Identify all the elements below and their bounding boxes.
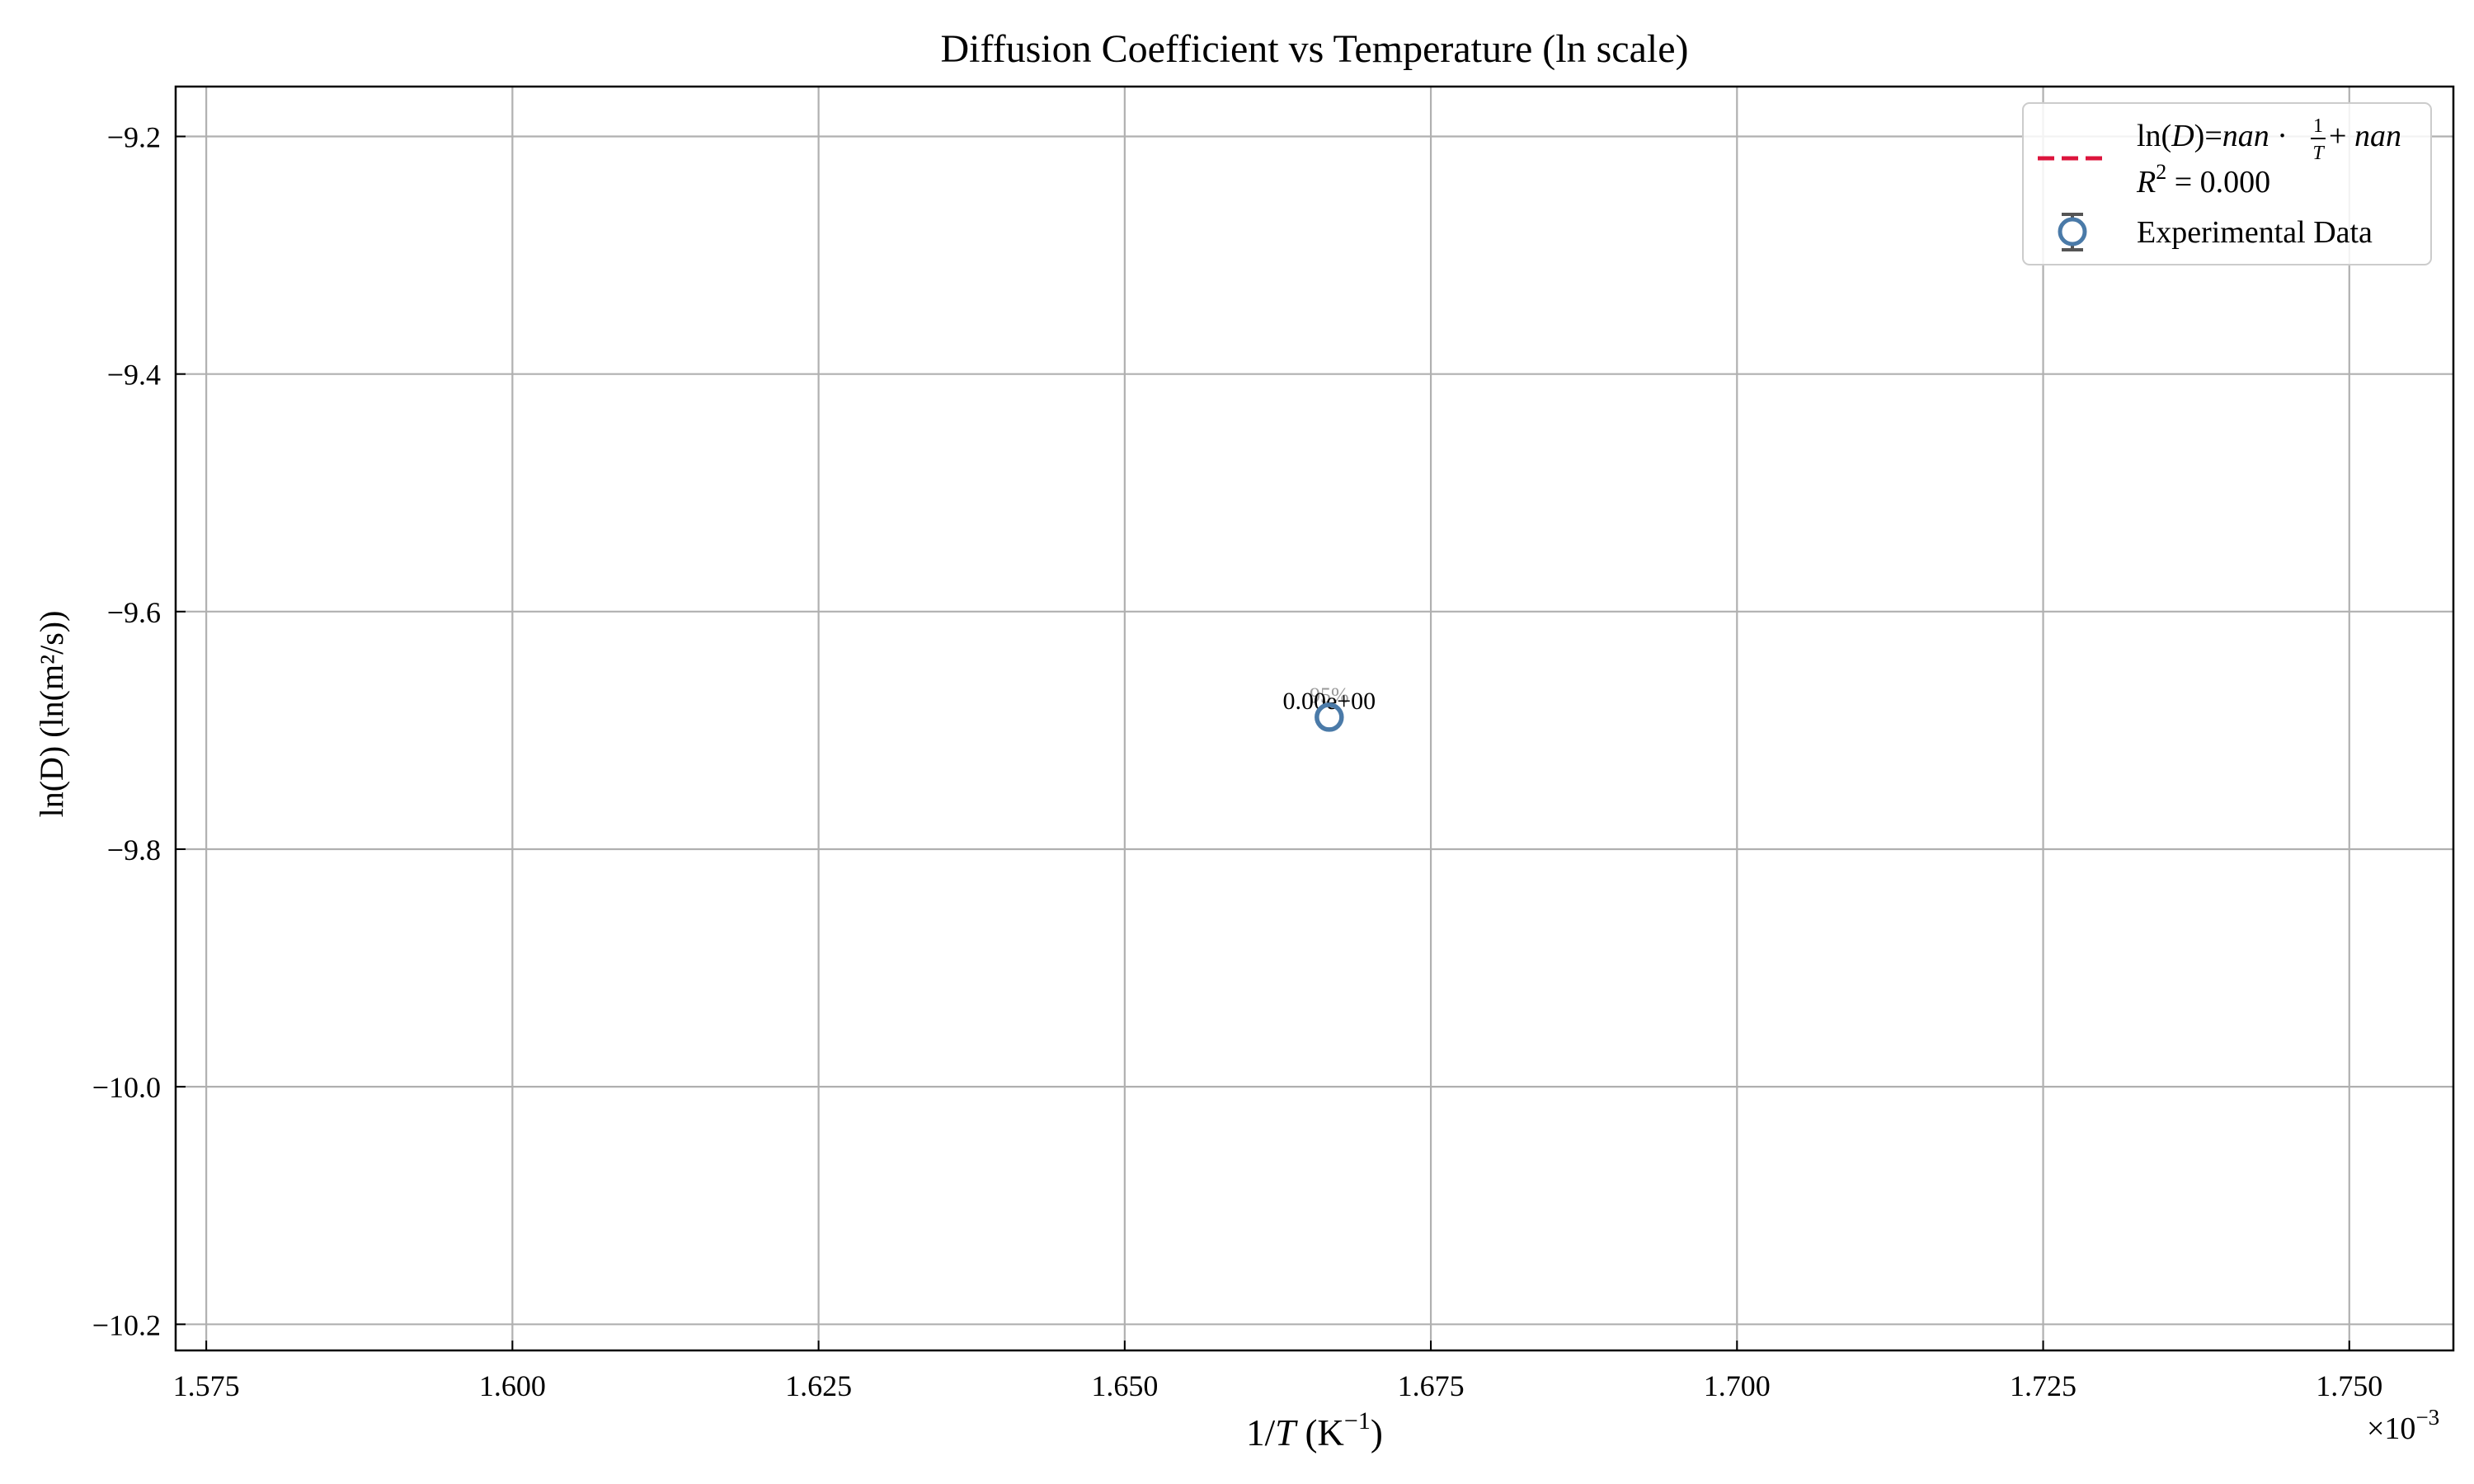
plot-frame (174, 85, 2455, 1352)
x-offset-exp: −3 (2415, 1405, 2439, 1430)
y-tick-label: −10.0 (92, 1071, 161, 1104)
x-tick-label: 1.650 (1091, 1369, 1158, 1402)
y-tick-label: −9.2 (107, 121, 161, 154)
data-layer: 95%0.00e+00 (1282, 683, 1376, 732)
legend-fit-intercept: nan (2354, 119, 2401, 153)
legend-fit-var-d: D (2171, 119, 2194, 153)
legend-fit-r2-var: R (2136, 165, 2156, 200)
legend-fit-frac-num: 1 (2313, 115, 2323, 137)
x-tick-label: 1.725 (2010, 1369, 2077, 1402)
y-tick-label: −9.8 (107, 834, 161, 866)
x-tick-label: 1.700 (1704, 1369, 1771, 1402)
legend-data-swatch (2058, 213, 2087, 251)
x-axis-label-unit: (K (1296, 1412, 1344, 1453)
x-axis-label-sup: −1 (1344, 1407, 1371, 1435)
x-tick-label: 1.675 (1398, 1369, 1465, 1402)
legend-fit-frac-den: T (2312, 143, 2325, 164)
y-tick-label: −9.4 (107, 359, 161, 392)
legend-fit-dot: · (2269, 119, 2288, 153)
y-tick-label: −9.6 (107, 596, 161, 629)
x-axis-label-var: T (1275, 1412, 1298, 1453)
legend-fit-line-label: ln(D)=nan · (2137, 119, 2288, 153)
x-tick-label: 1.600 (479, 1369, 546, 1402)
x-tick-label: 1.750 (2316, 1369, 2382, 1402)
x-axis-label-close: ) (1371, 1412, 1383, 1453)
legend-fit-r2-eq: = 0.000 (2166, 165, 2270, 200)
chart-title: Diffusion Coefficient vs Temperature (ln… (940, 27, 1688, 71)
legend-marker-swatch (2058, 217, 2087, 247)
grid (176, 87, 2453, 1350)
legend-fit-line-label-tail: + nan (2329, 119, 2401, 153)
legend-fit-plus: + (2329, 119, 2354, 153)
x-axis-label-prefix: 1/ (1246, 1412, 1276, 1453)
legend: ln(D)=nan · 1 T + nan R2 = 0.000 Experim… (2022, 102, 2432, 265)
legend-data-label: Experimental Data (2137, 215, 2373, 250)
x-axis-label: 1/T (K−1) (1246, 1407, 1383, 1453)
legend-fit-ln: ln( (2137, 119, 2171, 153)
y-axis-label: ln(D) (ln(m²/s)) (33, 611, 70, 818)
legend-fit-r2-label: R2 = 0.000 (2136, 160, 2270, 200)
legend-fit-eq: )= (2194, 119, 2222, 153)
y-axis: −9.2 −9.4 −9.6 −9.8 −10.0 −10.2 (92, 121, 186, 1341)
data-point-label: 0.00e+00 (1282, 688, 1376, 715)
legend-box (2022, 102, 2432, 265)
x-axis: 1.575 1.600 1.625 1.650 1.675 1.700 1.725 1.750 (173, 1341, 2382, 1402)
legend-fit-slope: nan (2222, 119, 2269, 153)
data-point-marker (1315, 702, 1344, 732)
x-tick-label: 1.625 (785, 1369, 852, 1402)
x-offset-label: ×10−3 (2367, 1405, 2439, 1446)
legend-fit-r2-sup: 2 (2156, 160, 2166, 184)
y-tick-label: −10.2 (92, 1308, 161, 1341)
x-offset-base: ×10 (2367, 1411, 2415, 1446)
x-tick-label: 1.575 (173, 1369, 240, 1402)
